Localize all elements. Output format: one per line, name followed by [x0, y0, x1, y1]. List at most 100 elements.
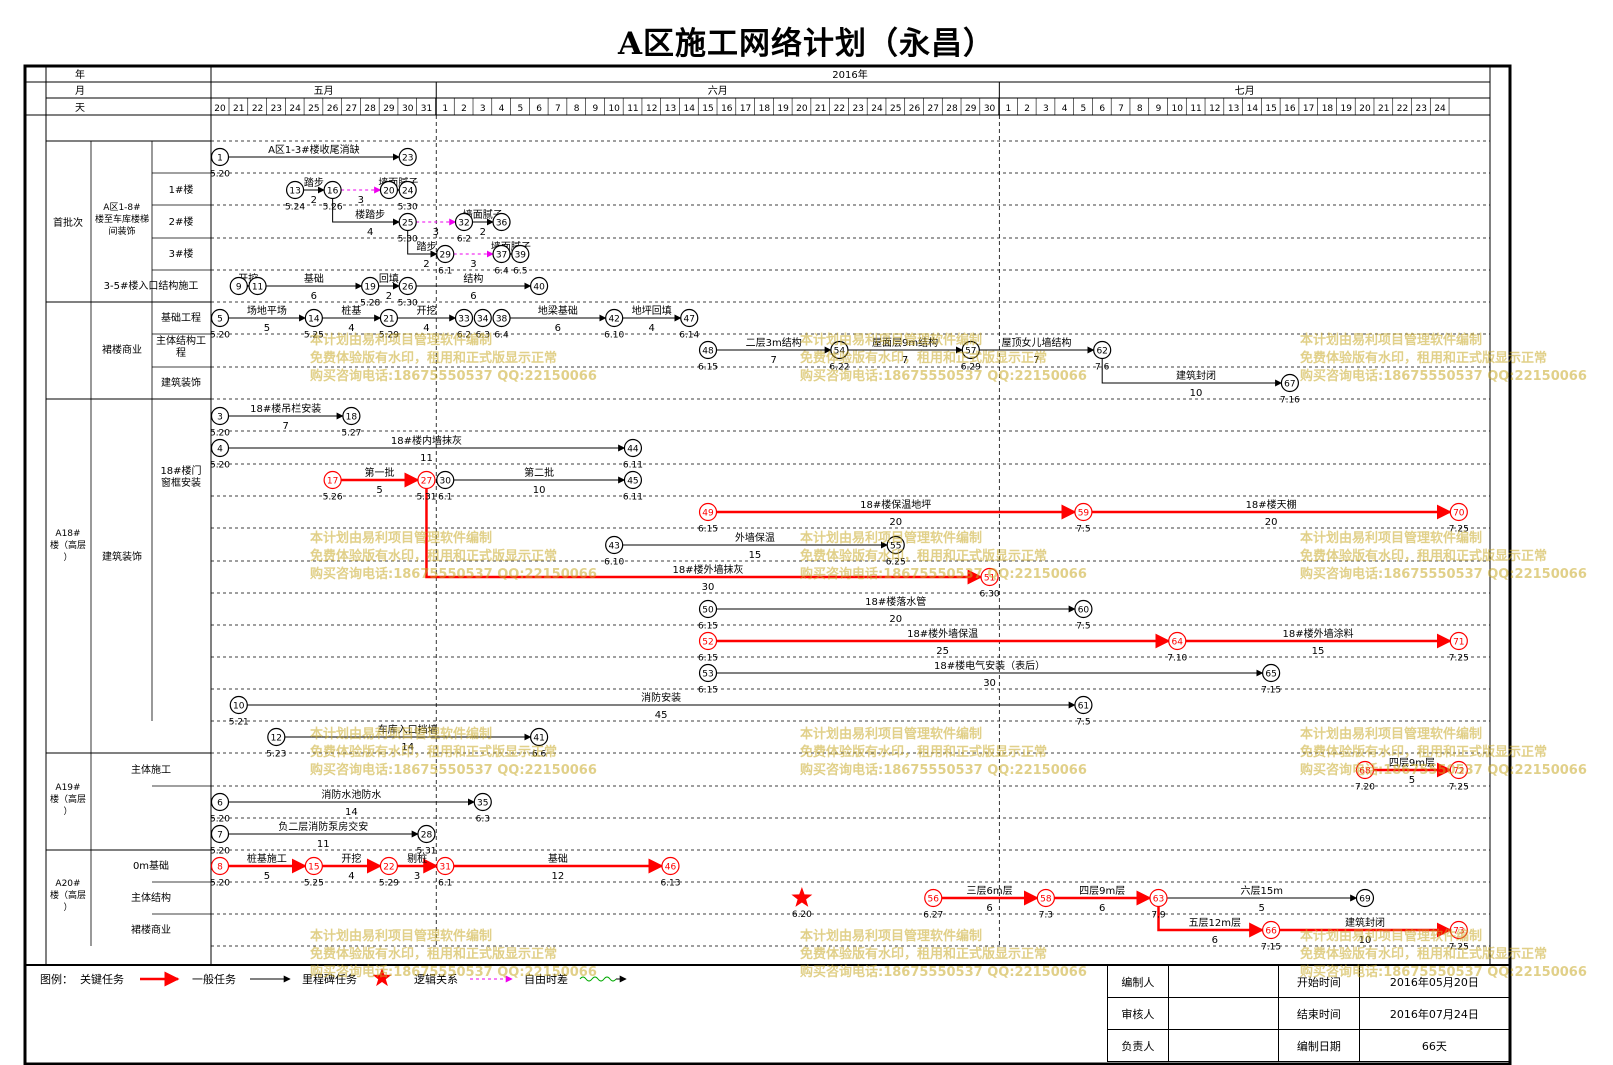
event-node-date: 7.5	[1076, 525, 1090, 535]
event-node-date: 5.20	[210, 170, 230, 180]
task-label: 屋顶女儿墙结构	[1001, 336, 1071, 349]
event-node	[210, 792, 230, 812]
legend-normal-label: 一般任务	[192, 973, 236, 986]
row-label-structure: 主体结构工程	[156, 334, 206, 359]
event-node-date: 6.1	[438, 267, 452, 277]
day-label: 11	[1190, 104, 1201, 114]
task-duration: 20	[889, 614, 902, 625]
event-node-id: 61	[1078, 702, 1089, 712]
event-node	[661, 856, 680, 876]
day-label: 18	[759, 104, 771, 114]
event-node-date: 6.10	[604, 331, 624, 341]
day-label: 15	[1265, 104, 1276, 114]
event-node-id: 50	[702, 606, 714, 616]
event-node	[623, 438, 643, 458]
event-node-date: 6.1	[438, 493, 452, 503]
event-node-id: 33	[458, 315, 469, 325]
event-node-id: 27	[421, 477, 432, 487]
event-node-id: 49	[702, 509, 714, 519]
event-node	[285, 180, 305, 200]
task-label: 四层9m层	[1079, 885, 1125, 897]
day-label: 20	[1359, 104, 1371, 114]
event-node	[323, 180, 342, 200]
event-node	[924, 888, 943, 908]
event-node	[342, 406, 361, 426]
day-row-label: 天	[75, 103, 85, 114]
event-node-id: 65	[1265, 670, 1276, 680]
event-node-id: 29	[440, 251, 452, 261]
day-label: 21	[233, 104, 244, 114]
task-duration: 14	[401, 742, 414, 753]
row-label-a20-base: 0m基础	[133, 859, 169, 872]
event-node-id: 34	[477, 315, 489, 325]
row-label-a20-podium: 裙楼商业	[131, 923, 171, 936]
event-node-id: 26	[402, 283, 414, 293]
milestone-star	[791, 887, 813, 907]
event-node-date: 5.27	[341, 429, 361, 439]
task-label: 墙面腻子	[463, 208, 503, 221]
day-label: 12	[1209, 104, 1220, 114]
task-label: A区1-3#楼收尾消缺	[268, 143, 360, 156]
event-node-id: 46	[665, 863, 677, 873]
event-node-date: 6.15	[698, 525, 718, 535]
event-node	[680, 308, 699, 328]
group-label-a18-decor: 建筑装饰	[102, 550, 142, 563]
task-duration: 2	[311, 195, 317, 206]
day-label: 24	[871, 104, 883, 114]
event-node-id: 32	[458, 219, 469, 229]
task-arrow	[407, 230, 438, 258]
task-label: 车库入口挡墙	[378, 723, 438, 736]
day-label: 17	[740, 104, 751, 114]
day-label: 20	[214, 104, 226, 114]
event-node-id: 70	[1453, 509, 1465, 519]
month-label: 五月	[314, 85, 334, 97]
event-node-id: 36	[496, 219, 508, 229]
sign-cell: 2016年05月20日	[1358, 965, 1511, 998]
task-arrow	[332, 198, 400, 226]
event-node-id: 57	[965, 347, 976, 357]
group-label-batch1: 首批次	[53, 216, 83, 229]
event-node	[529, 727, 549, 747]
task-duration: 25	[936, 646, 949, 657]
event-node-date: 7.10	[1167, 654, 1187, 664]
month-label: 七月	[1235, 85, 1255, 97]
event-node-id: 38	[496, 315, 508, 325]
event-node	[1074, 695, 1093, 715]
sign-cell	[1167, 997, 1280, 1030]
task-duration: 3	[414, 871, 420, 882]
event-node-id: 71	[1453, 638, 1464, 648]
task-label: 结构	[463, 272, 483, 285]
event-node	[436, 470, 455, 490]
event-node-date: 6.1	[438, 879, 452, 889]
task-label: 五层12m层	[1189, 917, 1241, 929]
event-node-id: 66	[1265, 927, 1277, 937]
task-label: 三层6m层	[967, 885, 1013, 897]
event-node-date: 5.29	[379, 879, 399, 889]
event-node	[210, 308, 230, 328]
day-label: 21	[815, 104, 826, 114]
event-node-id: 25	[402, 219, 413, 229]
event-node-date: 6.29	[961, 363, 981, 373]
event-node-id: 44	[627, 445, 639, 455]
event-node-date: 5.26	[323, 493, 343, 503]
page-title: A区施工网络计划（永昌）	[617, 26, 996, 62]
event-node-id: 67	[1284, 380, 1295, 390]
event-node	[1449, 760, 1468, 780]
row-label-b1: 1#楼	[169, 183, 194, 196]
event-node	[1093, 340, 1112, 360]
event-node-id: 31	[440, 863, 451, 873]
event-node-id: 12	[271, 734, 282, 744]
task-duration: 15	[749, 550, 762, 561]
legend-float-label: 自由时差	[524, 972, 568, 986]
event-node	[210, 856, 230, 876]
event-node	[1168, 631, 1187, 651]
task-label: 18#楼外墙保温	[907, 627, 978, 640]
event-node-date: 5.23	[266, 750, 286, 760]
event-node-date: 7.5	[1076, 622, 1090, 632]
day-label: 7	[555, 104, 561, 114]
day-label: 28	[946, 104, 958, 114]
event-node-date: 7.15	[1261, 943, 1281, 953]
sign-row: 审核人 结束时间 2016年07月24日	[1107, 997, 1511, 1030]
event-node-id: 56	[928, 895, 940, 905]
